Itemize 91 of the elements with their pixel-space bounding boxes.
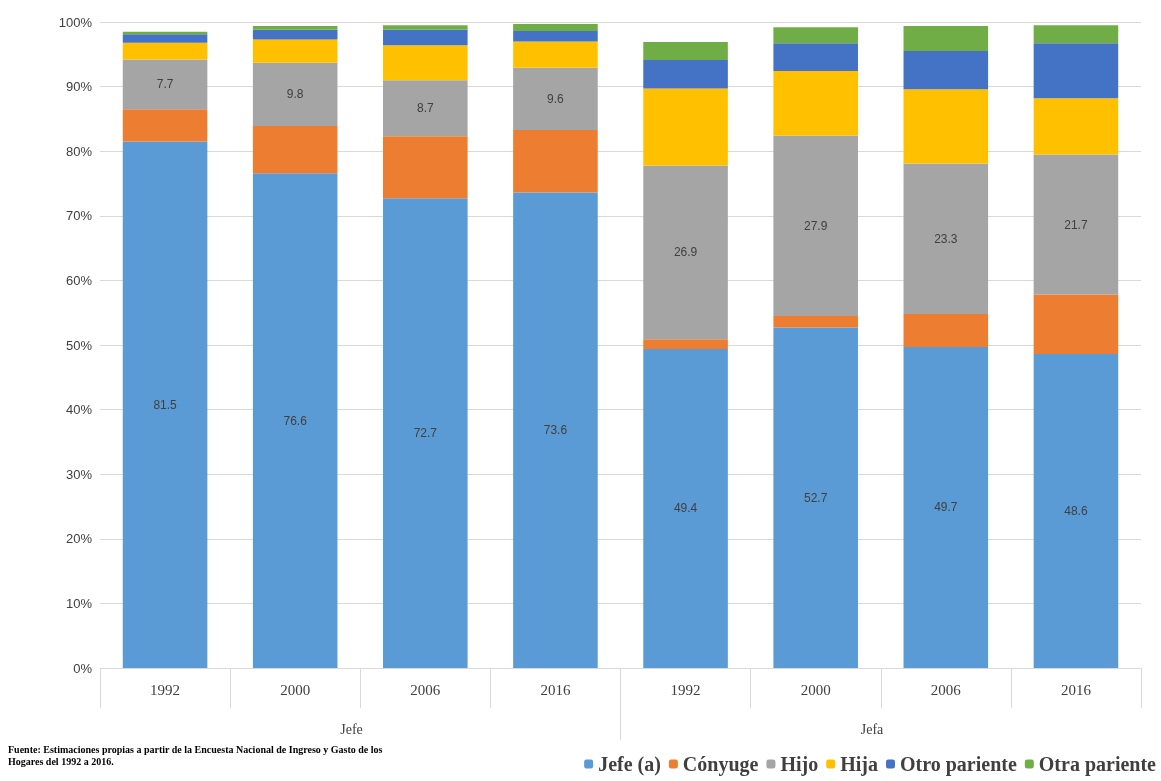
bar [773, 43, 858, 72]
bar [1033, 154, 1119, 295]
x-tick-label: 2006 [410, 681, 441, 698]
data-label: 26.9 [673, 245, 698, 260]
bar [383, 25, 468, 30]
bar [643, 88, 728, 166]
x-tick-label: 2016 [1060, 681, 1092, 698]
bar [903, 346, 989, 668]
data-label: 72.7 [413, 426, 438, 441]
bar [903, 163, 989, 314]
bar [252, 39, 338, 63]
y-tick-label: 60% [65, 272, 93, 288]
y-tick-label: 30% [65, 466, 93, 482]
bar [1033, 294, 1119, 355]
data-label: 27.9 [804, 218, 828, 233]
y-tick-label: 20% [65, 531, 93, 547]
legend-label: Hijo [780, 753, 819, 776]
data-label: 49.4 [673, 501, 698, 516]
data-label: 76.6 [283, 413, 308, 428]
bar [773, 315, 858, 328]
data-label: 49.7 [934, 500, 958, 515]
bar [383, 136, 468, 199]
bar [513, 129, 598, 193]
source-note: Fuente: Estimaciones propias a partir de la Encuesta Nacional de Ingreso y Gasto de los Hogares del 1992 a 2016. [8, 743, 385, 767]
bar [773, 71, 858, 136]
bar [513, 41, 598, 68]
bar [903, 51, 989, 90]
x-tick-label: 1992 [150, 681, 181, 698]
bar [1033, 25, 1119, 44]
x-tick-label: 2016 [540, 681, 571, 698]
bar [773, 135, 858, 316]
y-tick-label: 40% [65, 402, 93, 418]
text: Jefe [340, 721, 363, 737]
y-tick-label: 90% [65, 79, 93, 95]
bar [643, 42, 728, 61]
bar [643, 165, 728, 340]
x-tick-label: 2006 [930, 681, 962, 698]
bar [122, 59, 208, 110]
legend-label: Otro pariente [899, 753, 1017, 776]
y-tick-label: 0% [73, 660, 93, 676]
bar [252, 173, 338, 668]
data-label: 7.7 [156, 77, 174, 92]
x-tick-label: 2000 [800, 681, 831, 698]
data-label: 21.7 [1064, 217, 1088, 232]
y-tick-label: 100% [58, 14, 93, 30]
data-label: 9.6 [547, 91, 565, 106]
bar [513, 192, 598, 668]
legend-label: Jefe (a) [598, 753, 661, 776]
bar [383, 45, 468, 81]
bar [513, 67, 598, 130]
x-tick-label: 2000 [280, 681, 311, 698]
bar [513, 23, 598, 32]
y-tick-label: 50% [65, 337, 93, 353]
bar [122, 42, 208, 60]
bar [1033, 354, 1119, 668]
data-label: 73.6 [543, 423, 568, 438]
legend-label: Cónyuge [682, 753, 759, 776]
data-label: 52.7 [804, 490, 828, 505]
bar [903, 25, 989, 52]
bar [643, 339, 728, 349]
bar [643, 60, 728, 89]
bar [252, 126, 338, 174]
bar [903, 313, 989, 347]
data-label: 81.5 [153, 397, 178, 412]
bar [122, 141, 208, 668]
bar [383, 198, 468, 668]
bar [252, 29, 338, 40]
bar [513, 31, 598, 42]
bar [122, 34, 208, 43]
data-label: 48.6 [1064, 504, 1088, 519]
data-label: 8.7 [416, 101, 434, 116]
bar [122, 109, 208, 142]
bar [383, 29, 468, 46]
data-label: 23.3 [934, 231, 958, 246]
bar [903, 89, 989, 164]
data-label: 9.8 [286, 87, 304, 102]
bar [252, 62, 338, 127]
y-tick-label: 10% [65, 595, 93, 611]
bar [1033, 98, 1119, 155]
y-tick-label: 70% [65, 208, 93, 224]
bar [252, 25, 338, 30]
bar [773, 327, 858, 668]
bar [1033, 43, 1119, 99]
bar [773, 27, 858, 44]
legend-label: Hija [840, 753, 878, 776]
legend-label: Otra pariente [1038, 753, 1157, 776]
text: Jefa [860, 721, 885, 737]
bar [643, 348, 728, 668]
y-tick-label: 80% [65, 143, 93, 159]
bar [383, 80, 468, 137]
x-tick-label: 1992 [670, 681, 701, 698]
